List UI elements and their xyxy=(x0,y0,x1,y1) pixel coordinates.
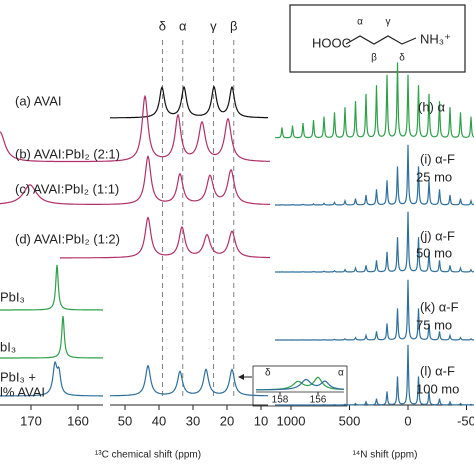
spectrum-label: PbI₃ + xyxy=(0,369,36,384)
inset-label: α xyxy=(338,368,344,379)
x-tick-label: 170 xyxy=(20,413,42,428)
inset-label: δ xyxy=(265,368,271,379)
spectrum-label: (k) α-F xyxy=(420,299,459,314)
x-tick-label: 160 xyxy=(67,413,89,428)
inset-spectrum xyxy=(256,378,344,391)
spectrum-label: PbI₃ xyxy=(0,289,25,304)
structure-chain xyxy=(345,35,417,45)
spectrum-label: 100 mo xyxy=(416,381,459,396)
x-axis-title: ¹⁴N shift (ppm) xyxy=(353,450,418,461)
structure-pos: β xyxy=(371,53,377,64)
spectrum xyxy=(0,315,103,359)
structure-pos: γ xyxy=(386,17,391,28)
x-tick-label: 500 xyxy=(339,413,361,428)
spectrum xyxy=(274,62,474,139)
x-tick-label: 10 xyxy=(254,413,268,428)
x-tick-label: 30 xyxy=(186,413,200,428)
spectrum-label: 25 mo xyxy=(416,169,452,184)
structure-right: NH₃⁺ xyxy=(420,31,451,46)
structure-pos: α xyxy=(357,17,363,28)
peak-label: δ xyxy=(159,18,166,33)
spectrum xyxy=(275,279,474,341)
peak-label: γ xyxy=(210,18,217,33)
peak-label: β xyxy=(230,18,237,33)
spectrum-label: 75 mo xyxy=(416,317,452,332)
x-tick-label: 0 xyxy=(404,413,411,428)
spectrum-label: 50 mo xyxy=(416,245,452,260)
peak-label: α xyxy=(179,18,187,33)
x-axis-title: ¹³C chemical shift (ppm) xyxy=(95,450,201,461)
spectrum-label: (h) α xyxy=(418,99,446,114)
inset-arrowhead xyxy=(238,374,244,380)
x-tick-label: 40 xyxy=(152,413,166,428)
spectrum-label: (j) α-F xyxy=(420,228,455,243)
spectrum xyxy=(110,85,268,119)
spectrum xyxy=(110,364,268,397)
inset-tick-label: 158 xyxy=(272,395,289,406)
spectrum-label: (d) AVAI:PbI₂ (1:2) xyxy=(15,231,120,246)
spectrum xyxy=(60,216,270,259)
spectrum-label: (c) AVAI:PbI₂ (1:1) xyxy=(15,181,119,196)
spectrum-label: (l) α-F xyxy=(420,363,455,378)
inset-tick-label: 156 xyxy=(310,395,327,406)
spectrum xyxy=(0,155,270,205)
spectrum xyxy=(275,344,474,406)
spectrum xyxy=(0,94,271,163)
x-tick-label: 1000 xyxy=(277,413,306,428)
spectrum-label: l% AVAI xyxy=(0,384,45,399)
spectrum xyxy=(0,361,103,397)
x-tick-label: 50 xyxy=(118,413,132,428)
spectrum-label: (b) AVAI:PbI₂ (2:1) xyxy=(15,146,120,161)
spectrum xyxy=(275,144,474,206)
spectrum xyxy=(275,211,474,273)
structure-left: HOOC xyxy=(312,35,351,50)
spectrum-label: (a) AVAI xyxy=(15,93,61,108)
spectrum-label: bI₃ xyxy=(0,339,16,354)
spectrum-label: (i) α-F xyxy=(420,151,455,166)
x-tick-label: -50 xyxy=(457,413,474,428)
structure-pos: δ xyxy=(399,53,405,64)
x-tick-label: 20 xyxy=(220,413,234,428)
structure-box xyxy=(289,4,466,73)
spectrum xyxy=(0,264,103,311)
